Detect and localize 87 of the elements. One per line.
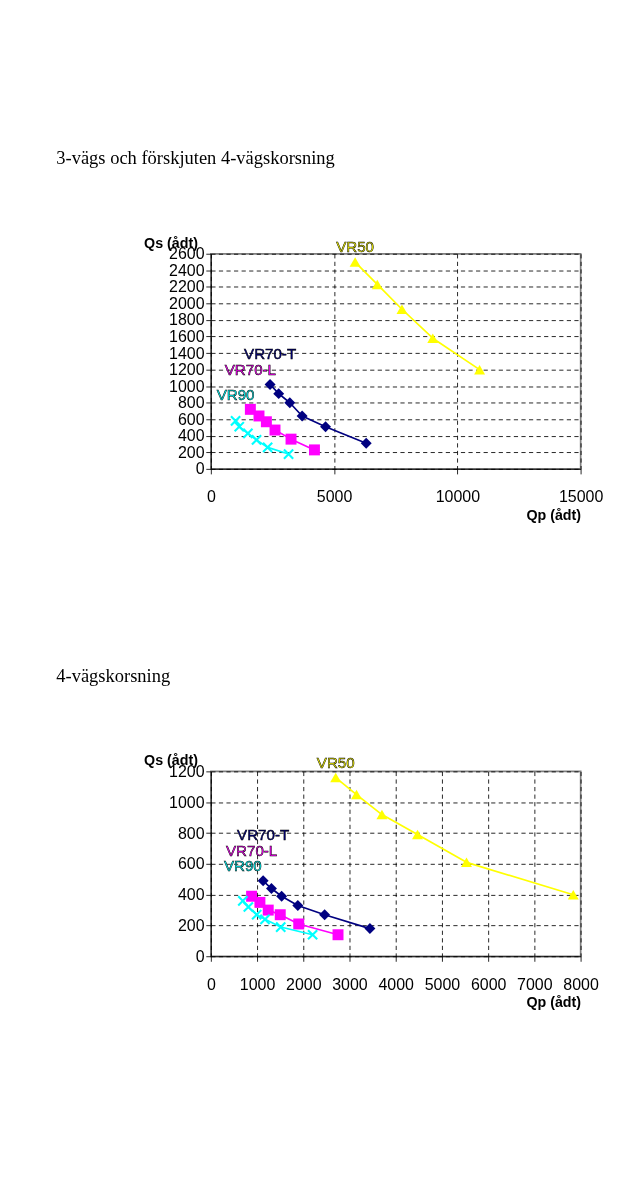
point [284, 397, 296, 409]
point [265, 883, 277, 895]
x-axis-title: Qp (ådt) [526, 506, 582, 523]
point [351, 789, 362, 800]
chart-title: 3-vägs och förskjuten 4-vägskorsning [56, 147, 335, 168]
point [396, 304, 408, 314]
point [364, 923, 376, 935]
point [229, 415, 242, 427]
x-tick-label: 0 [206, 975, 216, 993]
point [261, 441, 274, 454]
text: VR70-T [237, 826, 290, 844]
series-label: VR50 [336, 237, 375, 255]
x-tick-label: 10000 [435, 488, 481, 506]
y-tick-label: 600 [177, 410, 205, 428]
y-tick-label: 200 [177, 916, 205, 934]
x-tick-label: 1000 [239, 975, 276, 993]
point [273, 388, 285, 400]
point [237, 895, 249, 907]
point [319, 909, 331, 921]
point [306, 929, 319, 941]
point [259, 913, 271, 925]
y-tick-label: 1600 [169, 328, 205, 345]
point [254, 896, 266, 908]
y-tick-label: 600 [177, 855, 205, 873]
x-tick-label: 5000 [316, 488, 353, 506]
point [427, 333, 439, 343]
y-tick-label: 800 [177, 824, 205, 842]
point [250, 434, 263, 446]
point [244, 403, 256, 415]
text: VR70-L [224, 360, 276, 378]
x-tick-label: 7000 [517, 975, 553, 993]
x-tick-label: 5000 [424, 975, 461, 993]
x-tick-label: 6000 [470, 975, 507, 993]
point [262, 904, 274, 916]
point [282, 448, 295, 460]
y-tick-label: 0 [195, 947, 205, 965]
point [461, 857, 472, 868]
point [474, 364, 486, 375]
y-tick-label: 800 [177, 394, 205, 412]
point [332, 929, 344, 941]
point [308, 444, 320, 456]
y-tick-label: 0 [195, 460, 205, 478]
point [567, 889, 579, 900]
series-label: VR90 [216, 385, 255, 403]
series-label: VR90 [223, 857, 262, 875]
y-tick-label: 400 [177, 886, 205, 904]
y-tick-label: 1800 [169, 311, 205, 329]
x-tick-label: 2000 [286, 975, 322, 993]
x-tick-label: 8000 [563, 975, 599, 993]
point [330, 772, 342, 783]
y-tick-label: 2400 [169, 261, 205, 279]
point [349, 257, 361, 267]
chart-title: 4-vägskorsning [56, 665, 171, 686]
x-tick-label: 15000 [558, 488, 604, 506]
point [293, 918, 305, 930]
x-tick-label: 0 [206, 488, 216, 506]
point [371, 279, 383, 290]
y-tick-label: 400 [177, 427, 205, 445]
point [274, 909, 286, 921]
y-tick-label: 2200 [169, 278, 205, 296]
y-tick-label: 200 [177, 443, 205, 461]
y-tick-label: 1000 [169, 377, 205, 395]
point [260, 416, 272, 428]
x-tick-label: 3000 [332, 975, 368, 993]
y-tick-label: 1200 [169, 361, 205, 379]
text: VR70-L [225, 841, 278, 859]
point [242, 427, 254, 439]
y-tick-label: 2000 [169, 294, 205, 312]
series-label: VR70-T [244, 345, 297, 363]
y-tick-label: 1000 [169, 793, 205, 811]
point [360, 437, 372, 449]
point [285, 433, 297, 445]
point [320, 421, 332, 433]
x-axis-title: Qp (ådt) [526, 994, 582, 1011]
point [376, 809, 388, 820]
point [296, 410, 308, 422]
point [251, 909, 263, 921]
point [412, 829, 423, 840]
x-tick-label: 4000 [378, 975, 415, 993]
point [276, 890, 288, 902]
series-label: VR50 [316, 753, 355, 771]
point [292, 900, 304, 911]
point [257, 875, 269, 887]
point [269, 424, 281, 436]
y-tick-label: 1400 [169, 344, 205, 362]
point [275, 921, 287, 933]
point [264, 379, 276, 391]
